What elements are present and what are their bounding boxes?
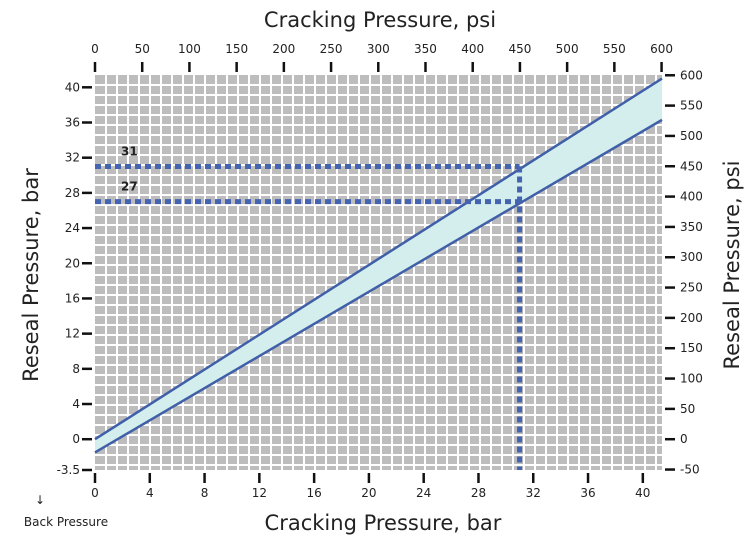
right-tick-label: 0	[680, 432, 688, 446]
right-tick-label: 500	[680, 129, 703, 143]
top-tick-label: 0	[91, 42, 99, 56]
bottom-tick-label: 8	[201, 486, 209, 500]
top-tick-label: 400	[461, 42, 484, 56]
left-tick-label: 24	[65, 221, 80, 235]
top-tick-label: 100	[178, 42, 201, 56]
left-tick-label: 8	[72, 362, 80, 376]
bottom-tick-label: 12	[252, 486, 267, 500]
right-axis-title: Reseal Pressure, psi	[720, 161, 744, 370]
bottom-tick-label: 40	[635, 486, 650, 500]
right-tick-label: 100	[680, 372, 703, 386]
bottom-tick-label: 24	[416, 486, 431, 500]
right-tick-label: 300	[680, 250, 703, 264]
right-tick-label: 200	[680, 311, 703, 325]
bottom-tick-label: 16	[306, 486, 321, 500]
right-tick-label: 400	[680, 190, 703, 204]
right-tick-label: 250	[680, 281, 703, 295]
left-tick-label: 40	[65, 80, 80, 94]
bottom-tick-label: 32	[526, 486, 541, 500]
right-tick-label: 450	[680, 159, 703, 173]
bottom-axis-title: Cracking Pressure, bar	[265, 511, 502, 535]
lower-limit-line	[94, 118, 663, 454]
reference-label-27: 27	[121, 180, 138, 194]
right-tick-label: 150	[680, 341, 703, 355]
left-tick-label: 28	[65, 186, 80, 200]
reference-label-31: 31	[121, 144, 138, 158]
bottom-tick-label: 28	[471, 486, 486, 500]
left-tick-label: 4	[72, 397, 80, 411]
right-tick-label: -50	[680, 463, 700, 477]
left-axis-title: Reseal Pressure, bar	[19, 168, 43, 382]
top-tick-label: 350	[414, 42, 437, 56]
top-axis-title: Cracking Pressure, psi	[264, 8, 496, 32]
upper-limit-line	[94, 77, 663, 441]
bottom-tick-label: 20	[361, 486, 376, 500]
top-tick-label: 550	[603, 42, 626, 56]
back-pressure-arrow: ↓	[35, 493, 45, 507]
left-tick-label: 16	[65, 291, 80, 305]
left-tick-label: -3.5	[57, 463, 80, 477]
top-tick-label: 600	[650, 42, 673, 56]
right-tick-label: 350	[680, 220, 703, 234]
bottom-tick-label: 36	[580, 486, 595, 500]
left-tick-label: 12	[65, 327, 80, 341]
top-tick-label: 300	[367, 42, 390, 56]
top-tick-label: 250	[320, 42, 343, 56]
left-tick-label: 0	[72, 432, 80, 446]
right-tick-label: 550	[680, 99, 703, 113]
top-tick-label: 150	[225, 42, 248, 56]
bottom-tick-label: 0	[91, 486, 99, 500]
left-tick-label: 32	[65, 151, 80, 165]
top-tick-label: 500	[556, 42, 579, 56]
bottom-tick-label: 4	[146, 486, 154, 500]
top-tick-label: 200	[272, 42, 295, 56]
left-tick-label: 36	[65, 116, 80, 130]
reference-lines: 31 27	[95, 144, 523, 470]
right-tick-label: 50	[680, 402, 695, 416]
top-tick-label: 450	[508, 42, 531, 56]
left-tick-label: 20	[65, 256, 80, 270]
back-pressure-label: Back Pressure	[24, 515, 108, 529]
right-tick-label: 600	[680, 68, 703, 82]
top-tick-label: 50	[135, 42, 150, 56]
